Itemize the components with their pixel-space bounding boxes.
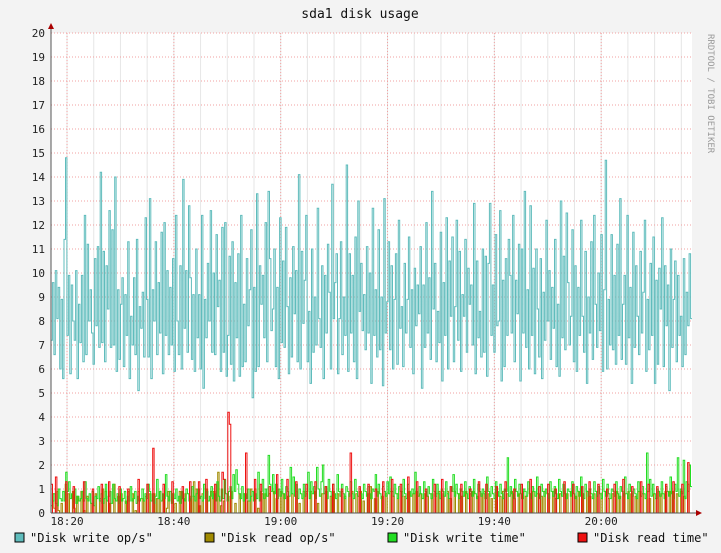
y-tick-label: 6 [38,363,45,376]
y-tick-label: 1 [38,483,45,496]
y-tick-label: 17 [32,99,45,112]
y-tick-label: 20 [32,27,45,40]
watermark: RRDTOOL / TOBI OETIKER [705,34,715,154]
y-tick-label: 2 [38,459,45,472]
x-tick-label: 19:40 [478,515,511,528]
legend-swatch [387,532,398,543]
y-tick-label: 16 [32,123,45,136]
x-tick-label: 18:20 [50,515,83,528]
x-axis-ticks: 18:20 18:40 19:00 19:20 19:40 20:00 [50,515,617,528]
legend-label: "Disk read time" [593,531,709,545]
y-tick-label: 8 [38,315,45,328]
legend-swatch [204,532,215,543]
y-tick-label: 15 [32,147,45,160]
legend-swatch [14,532,25,543]
legend: "Disk write op/s" "Disk read op/s" "Disk w… [14,531,709,545]
y-tick-label: 9 [38,291,45,304]
x-tick-label: 18:40 [157,515,190,528]
chart-title: sda1 disk usage [301,7,419,22]
legend-label: "Disk read op/s" [220,531,336,545]
x-tick-label: 20:00 [585,515,618,528]
y-tick-label: 7 [38,339,45,352]
y-tick-label: 19 [32,51,45,64]
y-tick-label: 4 [38,411,45,424]
y-tick-label: 12 [32,219,45,232]
y-tick-label: 5 [38,387,45,400]
series-line-0 [51,157,692,399]
y-tick-label: 13 [32,195,45,208]
y-tick-label: 18 [32,75,45,88]
legend-label: "Disk write time" [403,531,526,545]
legend-label: "Disk write op/s" [30,531,153,545]
y-tick-label: 11 [32,243,45,256]
y-tick-label: 10 [32,267,45,280]
y-tick-label: 14 [32,171,46,184]
x-axis-arrow [696,510,702,516]
y-tick-label: 0 [38,507,45,520]
axes [48,23,702,516]
y-axis-arrow [48,23,54,29]
y-tick-label: 3 [38,435,45,448]
x-tick-label: 19:00 [264,515,297,528]
legend-swatch [577,532,588,543]
x-tick-label: 19:20 [371,515,404,528]
series-line-2 [51,452,692,507]
